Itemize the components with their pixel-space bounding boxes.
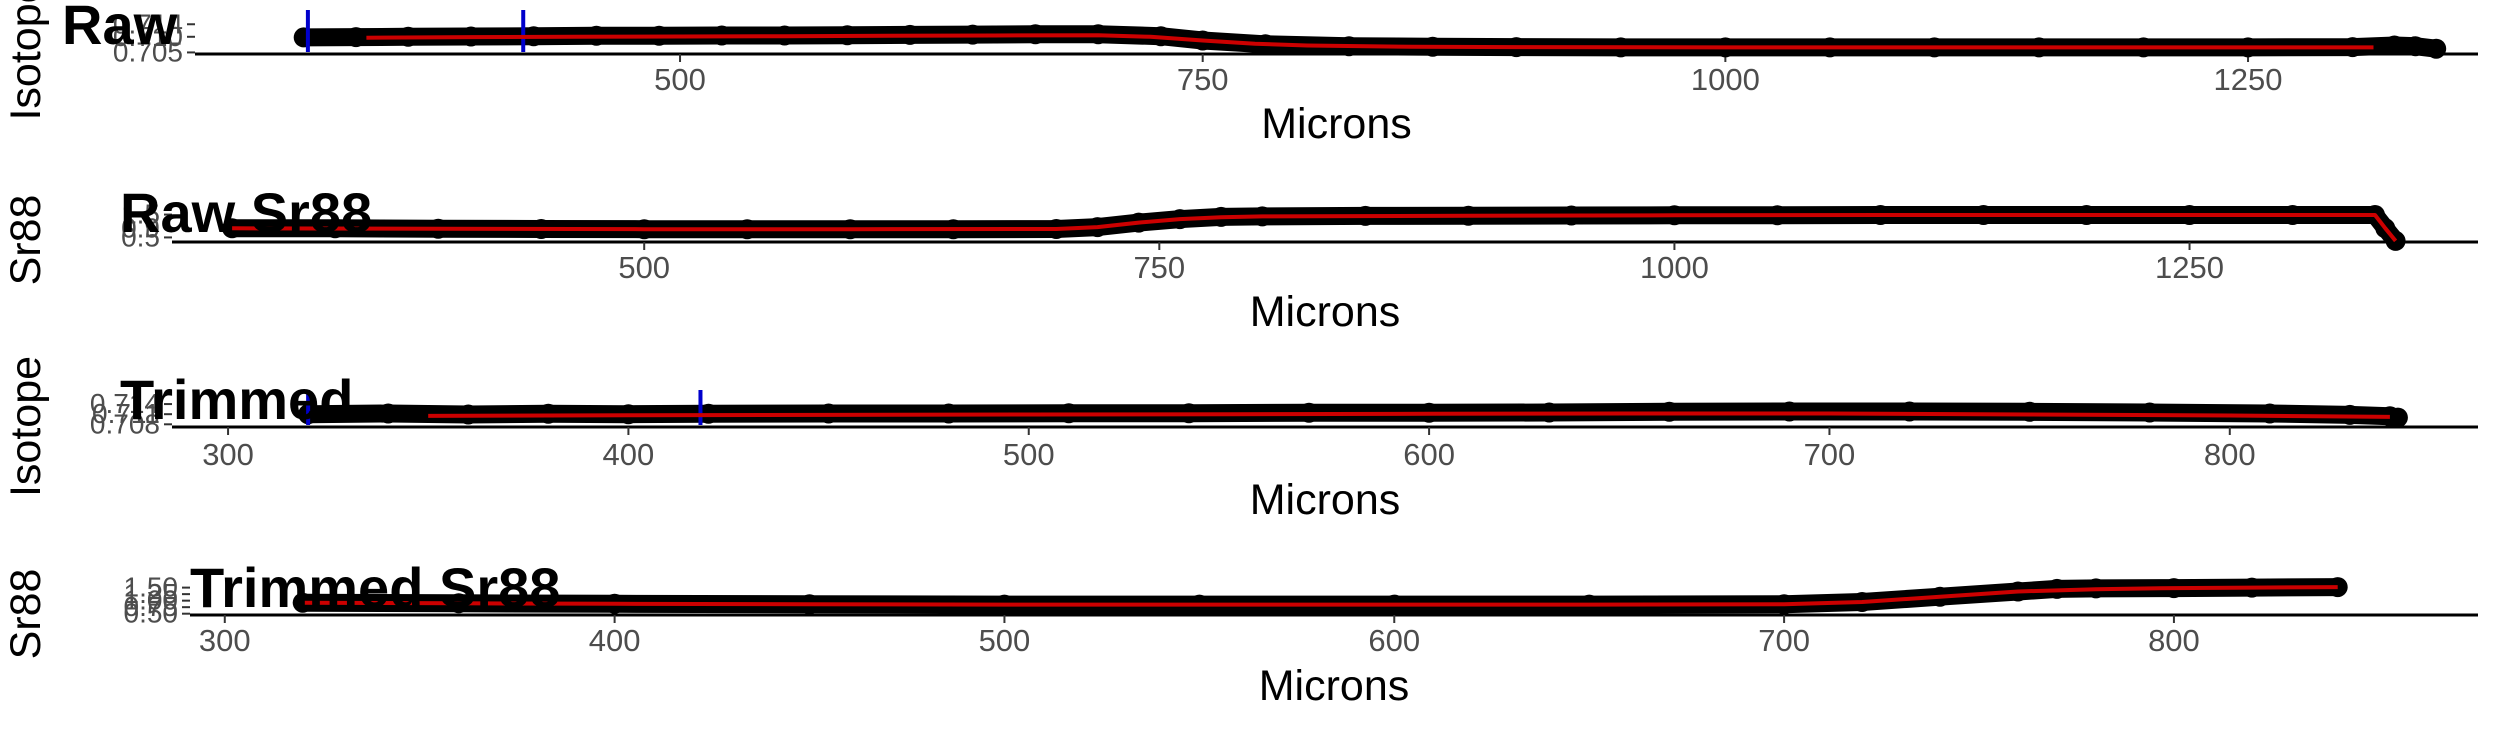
x-tick-label: 1000 (1640, 250, 1709, 285)
x-axis-title: Microns (1261, 100, 1412, 148)
x-axis-title: Microns (1259, 662, 1410, 710)
y-axis-title: Isotope (2, 356, 50, 497)
smooth-line (428, 411, 2390, 419)
x-tick-label: 500 (979, 623, 1031, 658)
y-tick-label: 0.9 (121, 212, 160, 243)
x-tick-label: 750 (1177, 62, 1229, 97)
x-tick-label: 600 (1403, 437, 1455, 472)
data-point (2259, 403, 2280, 424)
data-point (2405, 36, 2426, 57)
data-point (346, 27, 366, 48)
panel-title: Trimmed Sr88 (190, 556, 560, 619)
y-tick-label: 0.5 (121, 221, 160, 252)
y-tick-label: 0.75 (124, 591, 179, 622)
data-point (378, 403, 399, 424)
panel-title: Raw Sr88 (120, 181, 372, 244)
smooth-line (366, 33, 2374, 50)
panel-title: Trimmed (120, 368, 353, 431)
x-tick-label: 800 (2204, 437, 2256, 472)
x-tick-label: 600 (1368, 623, 1420, 658)
data-point (293, 27, 314, 48)
x-tick-label: 700 (1804, 437, 1856, 472)
y-tick-label: 1.5 (121, 199, 160, 230)
y-axis-title: Isotope (2, 0, 50, 121)
x-tick-label: 1000 (1691, 62, 1760, 97)
smooth-line (232, 213, 2398, 243)
x-axis-title: Microns (1250, 288, 1401, 336)
panel-title: Raw (62, 0, 178, 56)
x-tick-label: 750 (1133, 250, 1185, 285)
x-axis-title: Microns (1250, 476, 1401, 524)
x-tick-label: 400 (589, 623, 641, 658)
y-tick-label: 0.711 (92, 398, 160, 429)
y-tick-label: 0.714 (90, 388, 160, 419)
y-axis-title: Sr88 (2, 195, 50, 286)
y-tick-label: 1.25 (124, 578, 179, 609)
x-tick-label: 300 (199, 623, 251, 658)
x-tick-label: 1250 (2214, 62, 2283, 97)
y-tick-label: 0.50 (124, 598, 179, 629)
y-tick-label: 1.50 (124, 572, 179, 603)
x-tick-label: 300 (202, 437, 254, 472)
y-tick-label: 0.714 (113, 8, 183, 39)
x-tick-label: 500 (654, 62, 706, 97)
panel-2: Sr88 0.50.91.5 500 750 1000 1250 Microns Raw Sr… (2, 181, 2478, 336)
data-point (1899, 401, 1920, 422)
data-point (2139, 402, 2160, 423)
x-tick-label: 800 (2148, 623, 2200, 658)
y-tick-label: 0.710 (113, 21, 183, 52)
x-tick-label: 400 (603, 437, 655, 472)
x-tick-label: 1250 (2155, 250, 2224, 285)
y-axis-title: Sr88 (2, 569, 50, 660)
data-point (2387, 407, 2408, 428)
x-tick-label: 700 (1758, 623, 1810, 658)
panel-4: Sr88 0.500.751.001.251.50 300 400 500 600 700 8… (2, 556, 2478, 710)
x-tick-label: 500 (618, 250, 670, 285)
data-point (2384, 35, 2405, 56)
x-tick-label: 500 (1003, 437, 1055, 472)
y-tick-label: 0.708 (90, 408, 160, 439)
data-point (2019, 401, 2040, 422)
y-tick-label: 1.00 (124, 585, 179, 616)
y-tick-label: 0.705 (113, 36, 183, 67)
data-point (2426, 38, 2447, 59)
smooth-line (302, 585, 2338, 607)
